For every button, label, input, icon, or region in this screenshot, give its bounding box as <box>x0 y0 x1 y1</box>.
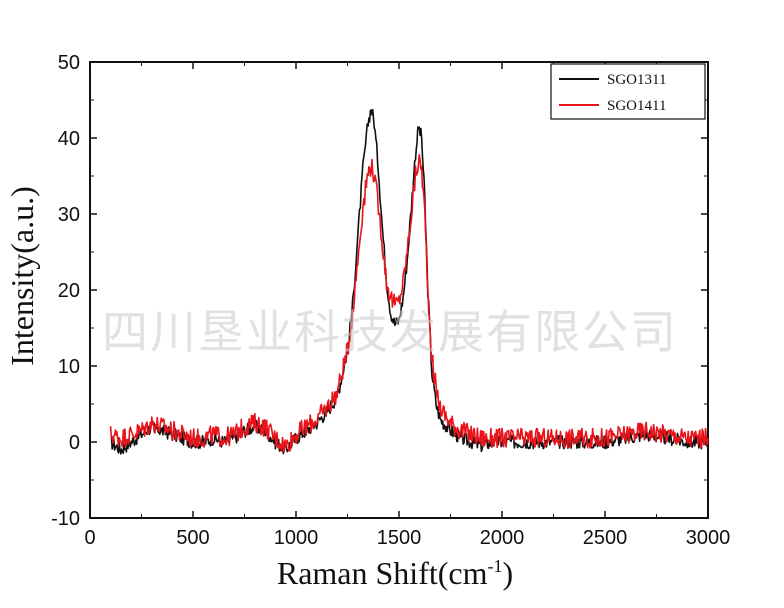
x-tick-label: 1000 <box>274 527 319 549</box>
axis-ticks <box>89 61 709 519</box>
y-tick-label: 30 <box>58 204 80 226</box>
y-tick-label: 50 <box>58 52 80 74</box>
x-axis-label-main: Raman Shift(cm <box>277 555 488 591</box>
plot-area <box>89 61 709 519</box>
y-tick-label: 40 <box>58 128 80 150</box>
x-tick-label: 3000 <box>686 527 731 549</box>
x-axis-label-end: ) <box>502 555 513 591</box>
y-tick-label: -10 <box>51 508 80 530</box>
x-tick-label: 2500 <box>583 527 628 549</box>
series-line-SGO1311 <box>110 108 709 455</box>
x-axis-label: Raman Shift(cm-1) <box>277 555 513 591</box>
series-layer <box>109 108 709 455</box>
y-axis-label: Intensity(a.u.) <box>4 186 40 366</box>
x-tick-label: 500 <box>176 527 209 549</box>
legend-label-SGO1411: SGO1411 <box>607 98 666 114</box>
x-axis-label-sup: -1 <box>487 556 502 576</box>
series-line-SGO1411 <box>109 154 709 454</box>
x-tick-label: 1500 <box>377 527 422 549</box>
legend-label-SGO1311: SGO1311 <box>607 72 666 88</box>
y-tick-label: 20 <box>58 280 80 302</box>
x-tick-label: 2000 <box>480 527 525 549</box>
legend-box <box>550 63 706 120</box>
watermark-text: 四川垦业科技发展有限公司 <box>102 305 678 359</box>
x-tick-label: 0 <box>84 527 95 549</box>
plot-frame <box>89 61 709 519</box>
y-tick-label: 0 <box>69 432 80 454</box>
legend: SGO1311 SGO1411 <box>550 63 706 120</box>
y-tick-label: 10 <box>58 356 80 378</box>
